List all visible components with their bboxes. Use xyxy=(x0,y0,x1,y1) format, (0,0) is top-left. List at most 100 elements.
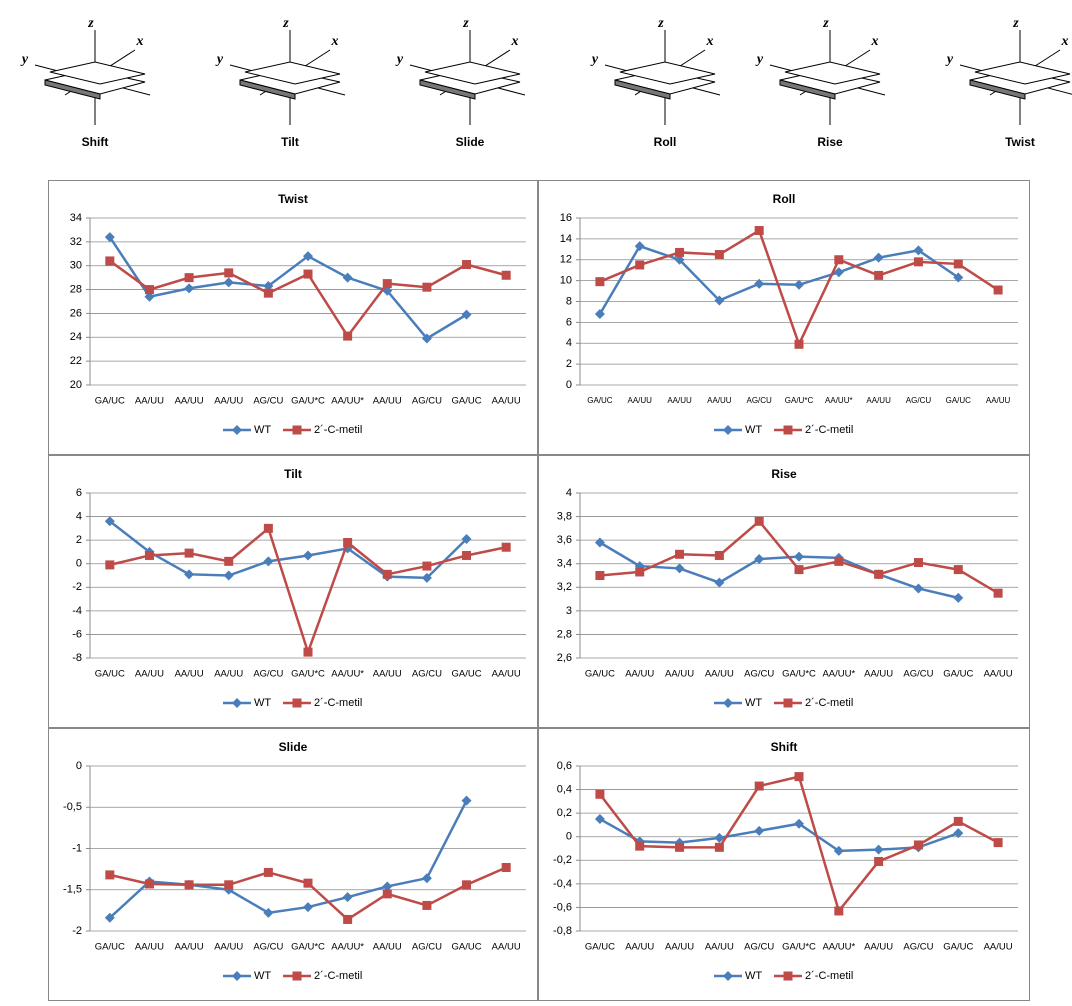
diagram: z y x Slide xyxy=(395,16,526,149)
data-point xyxy=(953,565,963,575)
data-point xyxy=(382,569,392,579)
x-tick-label: AA/UU xyxy=(707,396,732,405)
y-tick-label: 0,4 xyxy=(557,783,572,795)
x-tick-label: AA/UU xyxy=(214,396,243,407)
base-slab xyxy=(424,61,521,85)
data-point xyxy=(675,549,685,559)
diagram-label: Twist xyxy=(1005,135,1035,149)
x-tick-label: AG/CU xyxy=(253,396,283,407)
data-point xyxy=(224,880,234,890)
x-tick-label: AA/UU xyxy=(984,942,1013,953)
x-tick-label: AA/UU xyxy=(665,942,694,953)
data-point xyxy=(754,516,764,526)
x-tick-label: AA/UU xyxy=(665,669,694,680)
data-point xyxy=(834,906,844,916)
axis-letter: y xyxy=(395,52,404,67)
data-point xyxy=(794,551,804,562)
x-tick-label: AA/UU xyxy=(135,942,164,953)
base-slab xyxy=(619,61,716,85)
chart: Twist 20 22 24 26 28 30 32 34 GA/UC AA/UU AA/UU AA/U… xyxy=(48,180,538,455)
y-tick-label: 20 xyxy=(70,379,82,391)
y-tick-label: 3 xyxy=(566,605,572,617)
data-point xyxy=(953,828,964,839)
data-point xyxy=(184,273,194,283)
y-tick-label: -0,5 xyxy=(63,801,82,813)
series-line xyxy=(599,817,959,853)
legend-label: 2´-C-metil xyxy=(805,697,853,709)
series-line xyxy=(599,541,959,600)
legend-marker xyxy=(723,698,733,708)
base-slab xyxy=(244,61,341,85)
x-tick-label: AA/UU xyxy=(373,396,402,407)
y-tick-label: 6 xyxy=(566,316,572,328)
chart-frame xyxy=(538,180,1030,455)
x-tick-label: GA/U*C xyxy=(782,669,816,680)
data-point xyxy=(913,840,923,850)
base-slab xyxy=(49,61,146,85)
axis-letter: y xyxy=(945,52,954,67)
data-point xyxy=(714,577,725,588)
chart-title: Tilt xyxy=(284,467,302,481)
y-tick-label: 3,2 xyxy=(557,581,572,593)
data-point xyxy=(714,295,725,306)
x-tick-label: AA/UU xyxy=(373,942,402,953)
diagram: z y x Roll xyxy=(590,16,721,149)
y-tick-label: 0 xyxy=(76,760,82,772)
y-tick-label: 3,6 xyxy=(557,534,572,546)
diagram: z y x Tilt xyxy=(215,16,346,149)
x-tick-label: AA/UU* xyxy=(822,942,855,953)
x-tick-label: AG/CU xyxy=(253,669,283,680)
y-tick-label: -0,4 xyxy=(553,878,572,890)
x-tick-label: AA/UU xyxy=(986,396,1011,405)
x-tick-label: GA/U*C xyxy=(291,396,325,407)
diagram-label: Slide xyxy=(456,135,485,149)
chart-title: Rise xyxy=(771,467,797,481)
x-tick-label: AG/CU xyxy=(903,669,933,680)
data-point xyxy=(462,880,472,890)
y-tick-label: 34 xyxy=(70,212,82,224)
data-point xyxy=(263,907,274,918)
axis-letter: x xyxy=(136,34,144,49)
data-point xyxy=(462,550,472,560)
axis-letter: y xyxy=(20,52,29,67)
y-tick-label: 0 xyxy=(566,379,572,391)
base-slab-edge xyxy=(614,79,671,100)
x-tick-label: AA/UU* xyxy=(331,942,364,953)
chart: Rise 2,6 2,8 3 3,2 3,4 3,6 3,8 4 GA/UC AA/UU AA/UU A… xyxy=(538,455,1030,728)
chart-frame xyxy=(48,728,538,1001)
y-tick-label: 4 xyxy=(566,487,572,499)
series-line xyxy=(109,520,468,580)
data-point xyxy=(104,516,115,527)
y-tick-label: -2 xyxy=(72,925,82,937)
axis-letter: x xyxy=(511,34,519,49)
data-point xyxy=(874,270,884,280)
x-tick-label: GA/UC xyxy=(587,396,613,405)
data-point xyxy=(501,542,511,552)
y-tick-label: -0,8 xyxy=(553,925,572,937)
diagram: z y x Twist xyxy=(945,16,1072,149)
legend-marker xyxy=(292,971,302,981)
legend-label: WT xyxy=(745,424,762,436)
x-tick-label: GA/UC xyxy=(585,942,615,953)
x-tick-label: AA/UU xyxy=(625,942,654,953)
base-slab-edge xyxy=(779,79,836,100)
data-point xyxy=(874,856,884,866)
data-point xyxy=(105,560,115,570)
x-tick-label: GA/U*C xyxy=(785,396,814,405)
series-line xyxy=(598,775,999,914)
x-tick-label: AA/UU xyxy=(175,396,204,407)
x-tick-label: GA/UC xyxy=(943,942,973,953)
legend-label: 2´-C-metil xyxy=(805,424,853,436)
data-point xyxy=(263,288,273,298)
x-tick-label: AA/UU xyxy=(667,396,692,405)
data-point xyxy=(913,245,924,256)
y-tick-label: 0,2 xyxy=(557,807,572,819)
data-point xyxy=(422,282,432,292)
y-tick-label: 2 xyxy=(566,358,572,370)
data-point xyxy=(461,309,472,320)
data-point xyxy=(834,255,844,265)
x-tick-label: GA/UC xyxy=(95,942,125,953)
base-slab xyxy=(974,61,1071,85)
data-point xyxy=(501,862,511,872)
